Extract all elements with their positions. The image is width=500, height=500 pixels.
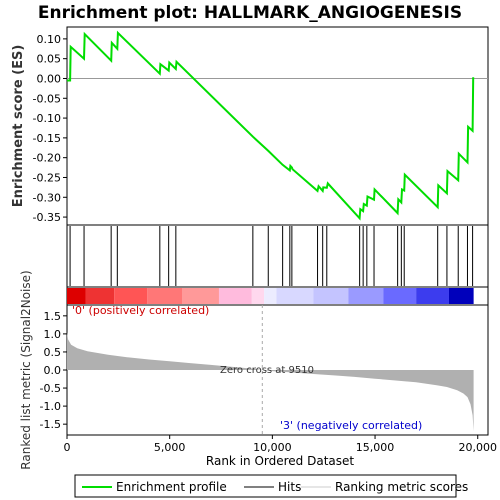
heatbar-segment-4 [182,288,219,304]
metric-y-tick-label-5: -1.0 [40,400,61,413]
metric-y-tick-label-2: 0.5 [44,346,62,359]
heatbar-segment-12 [416,288,449,304]
x-tick-label-2: 10,000 [253,441,292,454]
metric-y-axis-label: Ranked list metric (Signal2Noise) [19,270,33,469]
positive-correlation-label: '0' (positively correlated) [72,304,209,317]
heatbar-segment-3 [147,288,183,304]
metric-y-ticks: 1.5 1.0 0.5 0.0 -0.5 -1.0 -1.5 [40,310,67,431]
heatbar-segment-11 [383,288,417,304]
heatbar-segment-13 [448,288,474,304]
heatbar-segment-9 [313,288,349,304]
x-tick-label-0: 0 [64,441,71,454]
heatbar-segment-2 [114,288,148,304]
es-y-ticks: 0.10 0.05 0.00 -0.05 -0.10 -0.15 -0.20 -0.25 -0.… [33,33,67,224]
ranking-heatbar [67,288,474,304]
es-y-tick-label-8: -0.30 [33,191,61,204]
zero-cross-label: Zero cross at 9510 [220,365,314,376]
es-y-tick-label-7: -0.25 [33,171,61,184]
legend-item-metric: Ranking metric scores [335,480,468,494]
legend-box [74,474,457,498]
es-y-axis-label: Enrichment score (ES) [11,45,26,208]
hits-panel [66,224,489,288]
enrichment-profile-line [67,30,475,221]
x-tick-label-1: 5,000 [154,441,186,454]
legend: Enrichment profile Hits Ranking metric s… [74,474,468,498]
metric-y-tick-label-1: 1.0 [44,328,62,341]
x-tick-label-3: 15,000 [356,441,395,454]
legend-item-hits: Hits [278,480,301,494]
es-y-tick-label-5: -0.15 [33,132,61,145]
es-y-tick-label-6: -0.20 [33,152,61,165]
chart-title: Enrichment plot: HALLMARK_ANGIOGENESIS [38,3,462,23]
x-tick-label-4: 20,000 [458,441,497,454]
es-y-tick-label-2: 0.00 [37,72,62,85]
es-y-tick-label-1: 0.05 [37,53,62,66]
es-panel [66,26,489,226]
heatbar-segment-6 [251,288,265,304]
negative-correlation-label: '3' (negatively correlated) [280,419,422,432]
hit-marks [69,226,474,286]
metric-y-tick-label-3: 0.0 [44,364,62,377]
heatbar-segment-0 [67,288,86,304]
heatbar-segment-7 [264,288,277,304]
heatbar-segment-1 [85,288,115,304]
es-y-tick-label-0: 0.10 [37,33,62,46]
metric-y-tick-label-6: -1.5 [40,418,61,431]
es-y-tick-label-3: -0.05 [33,92,61,105]
metric-y-tick-label-0: 1.5 [44,310,62,323]
es-y-tick-label-4: -0.10 [33,112,61,125]
heatbar-segment-8 [276,288,314,304]
metric-x-ticks: 0 5,000 10,000 15,000 20,000 [64,435,497,454]
x-axis-label: Rank in Ordered Dataset [206,454,354,468]
es-y-tick-label-9: -0.35 [33,211,61,224]
legend-item-profile: Enrichment profile [116,480,227,494]
heatbar-segment-10 [348,288,384,304]
metric-y-tick-label-4: -0.5 [40,382,61,395]
heatbar-segment-5 [218,288,252,304]
